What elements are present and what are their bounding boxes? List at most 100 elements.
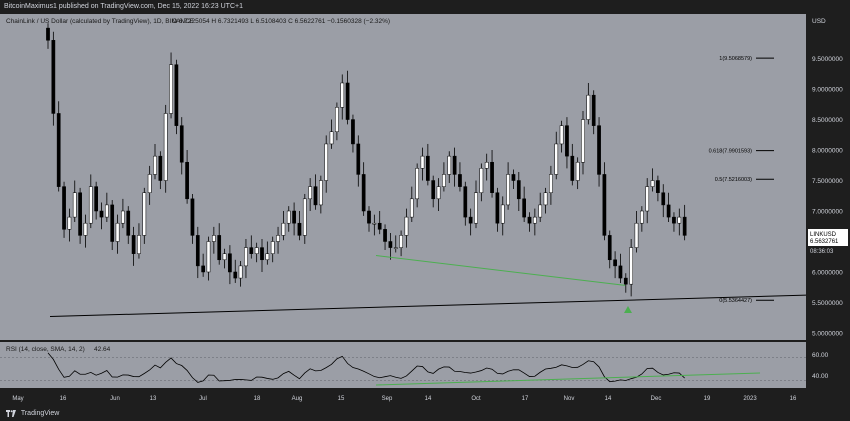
time-tick-label: 17: [522, 396, 529, 402]
candle-body: [158, 155, 163, 181]
fib-group: 1(9.5068579) 0.618(7.9901593) 0.5(7.521600…: [709, 56, 774, 304]
candle-body: [367, 210, 371, 224]
candle-body: [51, 40, 56, 114]
time-tick-label: Jul: [199, 396, 207, 402]
chart-area[interactable]: 1(9.5068579) 0.618(7.9901593) 0.5(7.521600…: [0, 14, 850, 406]
candle-body: [463, 186, 468, 218]
fib-level-label: 0(5.5364427): [719, 298, 752, 304]
candle-body: [244, 247, 248, 267]
price-tick-label: 5.5000000: [812, 300, 843, 307]
price-axis-background: [806, 14, 850, 406]
candle-body: [404, 216, 409, 236]
price-tick-label: 9.5000000: [812, 56, 843, 63]
candle-body: [495, 192, 500, 224]
candle-body: [105, 204, 109, 218]
time-tick-label: 2023: [743, 396, 757, 402]
time-tick-label: Sep: [382, 396, 393, 402]
candle-body: [233, 271, 238, 279]
candle-body: [682, 216, 687, 236]
candle-body: [575, 161, 580, 181]
candle-body: [356, 143, 361, 175]
time-tick-label: Oct: [471, 396, 481, 402]
candle-body: [447, 155, 452, 175]
price-tag-countdown: 08:36:03: [810, 249, 834, 255]
candle-body: [666, 204, 671, 218]
candle-body: [179, 125, 184, 163]
candle-body: [672, 216, 676, 224]
fib-level-label: 0.5(7.5216003): [715, 177, 752, 183]
candle-body: [292, 210, 296, 224]
rsi-divergence-line: [375, 372, 761, 386]
candle-body: [153, 155, 157, 175]
candle-body: [62, 186, 66, 230]
publisher-bar: BitcoinMaximus1 published on TradingView…: [0, 0, 850, 14]
candle-body: [206, 241, 211, 273]
candle-body: [559, 125, 564, 145]
candle-body: [94, 186, 99, 212]
candle-body: [554, 143, 559, 175]
candle-body: [56, 113, 61, 187]
candle-body: [468, 216, 473, 224]
candle-body: [351, 119, 355, 145]
rsi-group: [0, 352, 806, 386]
candle-body: [361, 174, 366, 212]
candle-body: [634, 222, 639, 248]
legend-ohlc: O 6.7225054 H 6.7321493 L 6.5108403 C 6.…: [172, 18, 390, 25]
candle-body: [586, 94, 591, 120]
candle-body: [522, 198, 526, 218]
candle-body: [195, 235, 200, 267]
time-tick-label: May: [12, 396, 23, 402]
tradingview-logo-icon: [6, 409, 16, 417]
candle-body: [613, 259, 617, 267]
candle-body: [254, 247, 259, 254]
price-tick-label: 8.5000000: [812, 117, 843, 124]
candle-body: [276, 235, 280, 242]
candle-body: [629, 247, 633, 285]
candle-body: [99, 210, 104, 218]
candle-body: [650, 180, 655, 187]
time-tick-label: 15: [338, 396, 345, 402]
price-tag-box: [808, 229, 848, 246]
candle-body: [169, 64, 173, 114]
candle-body: [436, 186, 441, 200]
footer-brand: TradingView: [20, 410, 60, 417]
price-tick-label: 6.0000000: [812, 269, 843, 276]
candle-body: [329, 131, 334, 145]
candle-body: [238, 265, 243, 279]
candle-body: [319, 180, 323, 206]
price-tag-value-line: 6.5632761: [810, 239, 839, 245]
main-pane-background: [0, 14, 806, 340]
candle-body: [137, 235, 141, 254]
candle-body: [126, 210, 131, 236]
candles-group: [46, 23, 687, 297]
candle-body: [602, 174, 607, 236]
candle-body: [67, 216, 72, 230]
candle-body: [597, 125, 601, 175]
candle-body: [163, 113, 168, 181]
price-chart-svg[interactable]: 1(9.5068579) 0.618(7.9901593) 0.5(7.521600…: [0, 14, 850, 406]
price-tag-countdown-bg: [808, 246, 848, 255]
fib-level-label: 1(9.5068579): [719, 56, 752, 62]
rsi-line: [47, 352, 685, 383]
candle-body: [640, 210, 644, 224]
candle-body: [345, 82, 350, 120]
candle-body: [190, 198, 195, 236]
candle-body: [121, 210, 125, 224]
time-tick-label: 19: [704, 396, 711, 402]
candle-body: [607, 235, 612, 261]
candle-body: [335, 107, 339, 132]
price-tag-symbol: LINKUSD: [810, 232, 837, 238]
candle-body: [399, 235, 403, 248]
candle-body: [83, 222, 88, 236]
candle-body: [302, 198, 307, 236]
candle-body: [656, 180, 660, 193]
candle-body: [474, 192, 478, 224]
candle-body: [383, 229, 387, 242]
candle-body: [645, 186, 650, 212]
candle-body: [217, 235, 222, 261]
candle-body: [297, 222, 302, 236]
candle-body: [393, 247, 398, 249]
fib-level-label: 0.618(7.9901593): [709, 149, 753, 155]
rsi-value: 42.64: [94, 346, 111, 353]
candle-body: [249, 247, 254, 254]
